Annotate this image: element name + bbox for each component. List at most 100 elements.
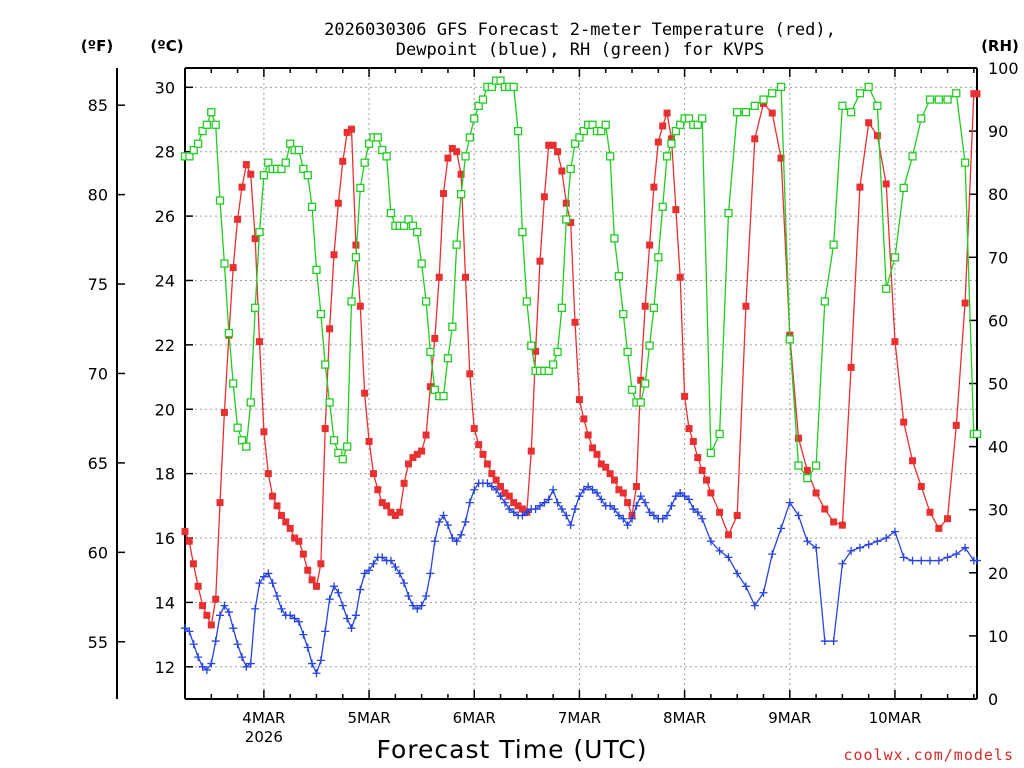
- dewpoint-point: [812, 543, 821, 552]
- dewpoint-point: [299, 630, 308, 639]
- rh-point: [408, 221, 418, 230]
- rh-point: [496, 76, 505, 85]
- dewpoint-point: [571, 505, 580, 514]
- dewpoint-point: [224, 608, 233, 617]
- temperature-point: [229, 264, 237, 272]
- temperature-series: [181, 90, 981, 629]
- temperature-point: [396, 508, 404, 516]
- dewpoint-point: [667, 501, 676, 510]
- dewpoint-point: [641, 498, 650, 507]
- dewpoint-point: [934, 556, 943, 565]
- temperature-point: [466, 370, 474, 378]
- rh-point: [741, 108, 751, 117]
- dewpoint-point: [518, 511, 527, 520]
- dewpoint-point: [264, 569, 273, 578]
- temperature-point: [694, 454, 702, 462]
- dewpoint-point: [794, 511, 803, 520]
- dewpoint-point: [575, 492, 584, 501]
- rh-point: [829, 240, 838, 249]
- temperature-point: [282, 518, 290, 526]
- rh-point: [220, 259, 229, 268]
- dewpoint-point: [671, 492, 680, 501]
- dewpoint-point: [238, 653, 247, 662]
- temperature-point: [291, 534, 299, 542]
- rh-point: [588, 120, 597, 129]
- rh-point: [233, 423, 242, 432]
- dewpoint-point: [579, 485, 588, 494]
- rh-point: [623, 347, 632, 357]
- dewpoint-point: [426, 569, 435, 578]
- dewpoint-point: [689, 505, 698, 514]
- dewpoint-point: [592, 488, 601, 497]
- rh-point: [917, 114, 926, 123]
- dewpoint-point: [632, 501, 641, 510]
- temperature-point: [343, 128, 351, 136]
- rh-point: [456, 190, 466, 199]
- rh-point: [658, 202, 667, 211]
- temperature-point: [961, 299, 969, 307]
- rh-point: [351, 253, 361, 262]
- temperature-point: [418, 447, 426, 455]
- temperature-point: [510, 499, 518, 507]
- dewpoint-point: [413, 604, 422, 613]
- dewpoint-point: [873, 537, 882, 546]
- temperature-point: [952, 421, 960, 429]
- rh-point: [229, 379, 238, 388]
- dewpoint-point: [286, 611, 295, 620]
- dewpoint-point: [316, 656, 325, 665]
- rh-point: [487, 82, 496, 92]
- temperature-point: [440, 190, 448, 198]
- dewpoint-point: [680, 492, 689, 501]
- temperature-point: [935, 524, 943, 532]
- rh-point: [641, 379, 650, 388]
- dewpoint-point: [347, 624, 356, 633]
- dewpoint-point: [308, 659, 317, 668]
- temperature-point: [676, 273, 684, 281]
- dewpoint-point: [290, 614, 299, 623]
- rh-point: [724, 208, 733, 218]
- dewpoint-point: [759, 588, 768, 597]
- credit-text: coolwx.com/models: [843, 746, 1014, 764]
- dewpoint-point: [395, 569, 404, 578]
- temperature-point: [374, 486, 382, 494]
- x-tick-label: 8MAR: [663, 709, 706, 727]
- temperature-point: [751, 135, 759, 143]
- temperature-point: [339, 157, 347, 165]
- rh-point: [627, 385, 637, 394]
- rh-point: [544, 366, 553, 376]
- temperature-point: [453, 148, 461, 156]
- temperature-point: [856, 183, 864, 191]
- temperature-point: [462, 273, 470, 281]
- rh-point: [382, 152, 391, 161]
- temperature-point: [654, 138, 662, 146]
- dewpoint-point: [277, 604, 286, 613]
- temperature-point: [803, 466, 811, 474]
- rh-point: [347, 297, 356, 306]
- temperature-point: [821, 505, 829, 513]
- dewpoint-point: [391, 563, 400, 572]
- temperature-point: [562, 199, 570, 207]
- dewpoint-point: [251, 604, 260, 613]
- axes: 12 14 16 18 20 22 24 26 28 30 55 60 65 70 75 80 85 0 10 20 3…: [88, 59, 1019, 746]
- dewpoint-point: [303, 643, 312, 652]
- rh-point: [399, 221, 409, 230]
- rh-point: [899, 183, 908, 193]
- rh-point: [378, 145, 387, 155]
- dewpoint-point: [294, 617, 303, 626]
- dewpoint-point: [847, 546, 856, 555]
- dewpoint-point: [750, 601, 759, 610]
- temperature-point: [273, 502, 281, 510]
- rh-point: [794, 461, 803, 470]
- dewpoint-point: [803, 537, 812, 546]
- rh-point: [972, 429, 982, 439]
- dewpoint-point: [645, 508, 654, 517]
- rh-point: [198, 126, 207, 136]
- temperature-point: [900, 418, 908, 426]
- temperature-point: [470, 425, 478, 433]
- temperature-point: [251, 235, 259, 243]
- grid-lines: [185, 68, 977, 699]
- dewpoint-point: [356, 585, 365, 594]
- rh-point: [364, 139, 374, 148]
- temperature-point: [378, 499, 386, 507]
- temperature-point: [242, 161, 250, 169]
